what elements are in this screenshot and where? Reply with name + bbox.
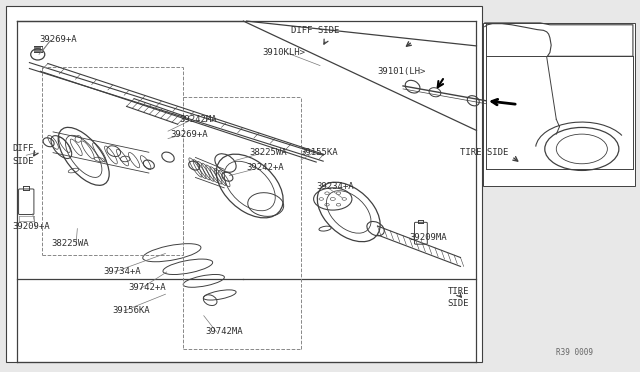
Text: SIDE: SIDE [12,157,34,166]
Text: DIFF SIDE: DIFF SIDE [291,26,340,35]
Text: 39209MA: 39209MA [410,233,447,243]
Text: TIRE: TIRE [448,287,469,296]
Text: 39101(LH>: 39101(LH> [378,67,426,76]
FancyBboxPatch shape [6,6,481,362]
Text: TIRE SIDE: TIRE SIDE [461,148,509,157]
Text: 39269+A: 39269+A [170,129,207,139]
Text: 39234+A: 39234+A [317,182,355,190]
Text: R39 0009: R39 0009 [556,348,593,357]
Text: 39742MA: 39742MA [205,327,243,336]
Text: 39242MA: 39242MA [179,115,217,124]
Text: 3910KLH>: 3910KLH> [262,48,305,57]
Text: 39269+A: 39269+A [39,35,77,44]
Text: 39156KA: 39156KA [113,306,150,315]
Text: 38225WA: 38225WA [250,148,287,157]
FancyBboxPatch shape [483,23,635,186]
Text: 39242+A: 39242+A [246,163,284,172]
Text: 39209+A: 39209+A [12,222,50,231]
Text: 39155KA: 39155KA [301,148,339,157]
Text: SIDE: SIDE [448,299,469,308]
Text: 39734+A: 39734+A [103,267,141,276]
Circle shape [545,128,619,170]
Text: DIFF: DIFF [12,144,34,153]
Text: 38225WA: 38225WA [52,239,90,248]
Text: 39742+A: 39742+A [129,283,166,292]
